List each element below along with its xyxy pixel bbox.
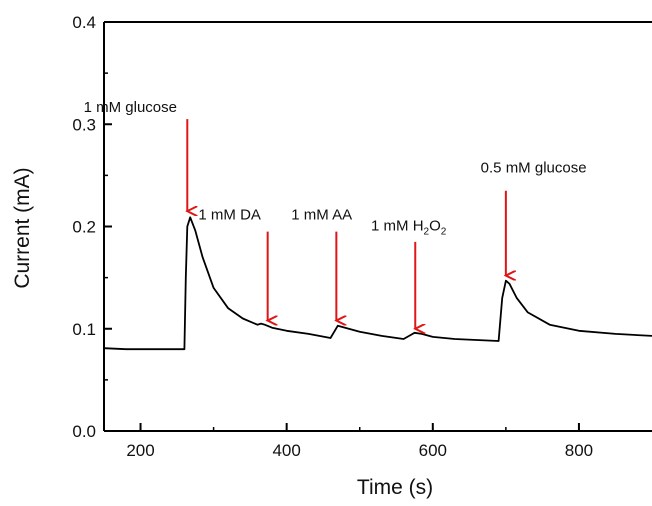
x-axis-title: Time (s): [357, 476, 433, 499]
axes: 200 400 600 800 0.0 0.1 0.2 0.3 0.4: [72, 13, 652, 460]
y-axis-title: Current (mA): [11, 167, 34, 288]
x-tick-label: 400: [272, 441, 300, 460]
annotation-label: 1 mM AA: [291, 206, 352, 223]
y-tick-label: 0.2: [72, 218, 96, 237]
y-tick-label: 0.0: [72, 422, 96, 441]
y-tick-label: 0.4: [72, 13, 96, 32]
plot-area: [103, 216, 652, 351]
annotations: 1 mM glucose 1 mM DA 1 mM AA 1 mM H2O2 0.5 m…: [84, 99, 587, 329]
series-line: [103, 216, 652, 351]
annotation-label: 0.5 mM glucose: [481, 159, 587, 176]
x-tick-label: 200: [126, 441, 154, 460]
x-tick-label: 800: [565, 441, 593, 460]
x-tick-label: 600: [419, 441, 447, 460]
y-tick-label: 0.3: [72, 115, 96, 134]
annotation-label: 1 mM DA: [198, 206, 261, 223]
annotation-label: 1 mM glucose: [84, 99, 177, 116]
annotation-label: 1 mM H2O2: [371, 218, 447, 238]
y-tick-label: 0.1: [72, 320, 96, 339]
